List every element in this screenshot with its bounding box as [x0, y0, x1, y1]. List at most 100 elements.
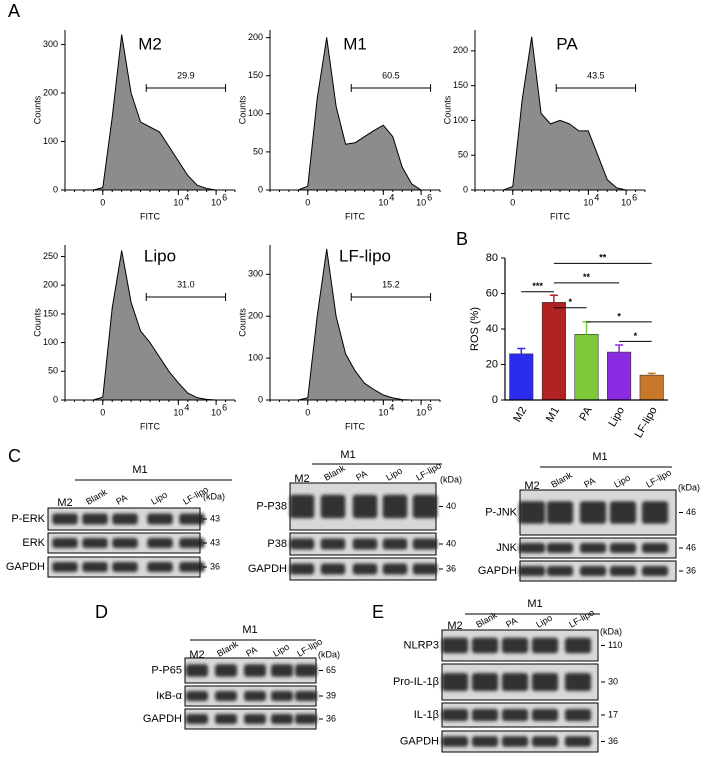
significance-label: ** — [583, 272, 591, 282]
y-tick-label: 100 — [43, 136, 58, 146]
band — [243, 664, 267, 677]
band — [52, 562, 78, 572]
band — [52, 513, 78, 525]
lane-label: LF-lipo — [567, 607, 596, 629]
band — [147, 513, 173, 525]
row-label: GAPDH — [400, 735, 439, 747]
kda-label: 36 — [686, 565, 696, 575]
band — [609, 566, 637, 576]
y-tick-label: 60 — [486, 287, 498, 299]
band — [185, 714, 209, 724]
lane-label: PA — [114, 492, 129, 506]
lane-label: Lipo — [534, 613, 554, 630]
x-tick-label: M2 — [511, 405, 529, 424]
x-tick-label: LF-lipo — [633, 405, 660, 440]
band — [112, 513, 138, 525]
band — [294, 714, 318, 724]
band — [382, 494, 408, 519]
chart-title: PA — [556, 34, 578, 53]
band — [214, 691, 238, 701]
band — [579, 543, 607, 553]
gate-label: 31.0 — [177, 279, 195, 289]
x-axis-label: FITC — [345, 421, 365, 431]
y-tick-label: 80 — [486, 252, 498, 264]
y-tick-label: 100 — [248, 352, 263, 362]
y-tick-label: 0 — [258, 394, 263, 404]
blot-header: M1 — [340, 449, 355, 461]
band — [382, 563, 408, 575]
band — [609, 543, 637, 553]
band — [564, 637, 592, 654]
row-label: Pro-IL-1β — [393, 676, 439, 688]
row-label: P-JNK — [485, 506, 517, 518]
band — [179, 513, 205, 525]
x-axis-label: FITC — [550, 211, 570, 221]
x-tick-label: 10 — [211, 197, 221, 207]
kda-label: 40 — [446, 538, 456, 548]
y-tick-label: 200 — [43, 87, 58, 97]
x-tick-exponent: 4 — [594, 192, 599, 202]
kda-label: 110 — [608, 640, 622, 650]
panel-label: B — [456, 229, 468, 249]
x-tick-exponent: 4 — [389, 402, 394, 412]
band — [243, 691, 267, 701]
y-tick-label: 250 — [43, 251, 58, 261]
band — [289, 538, 315, 550]
kda-label: 65 — [326, 665, 336, 675]
band — [518, 501, 546, 524]
band — [501, 736, 529, 747]
bar — [574, 334, 599, 401]
band — [412, 538, 438, 550]
y-tick-label: 300 — [43, 39, 58, 49]
band — [82, 538, 108, 548]
x-tick-exponent: 4 — [184, 402, 189, 412]
y-axis-label: ROS (%) — [469, 307, 481, 351]
histogram-area — [502, 36, 627, 191]
y-tick-label: 200 — [248, 311, 263, 321]
band — [441, 637, 469, 654]
row-label: GAPDH — [143, 713, 182, 725]
band — [185, 664, 209, 677]
x-tick-label: 10 — [378, 407, 388, 417]
lane-label: LF-lipo — [644, 467, 673, 489]
row-label: IL-1β — [414, 709, 439, 721]
y-tick-label: 50 — [48, 366, 58, 376]
unit-label: (kDa) — [678, 482, 700, 492]
band — [412, 563, 438, 575]
histogram-area — [297, 248, 422, 401]
band — [564, 673, 592, 691]
kda-label: 36 — [446, 563, 456, 573]
lane-label: PA — [354, 468, 369, 482]
x-tick-exponent: 6 — [222, 402, 227, 412]
error-bar — [647, 372, 656, 376]
band — [112, 562, 138, 572]
band — [531, 637, 559, 654]
band — [609, 501, 637, 524]
kda-label: 36 — [608, 736, 618, 746]
band — [471, 637, 499, 654]
lane-label: M2 — [447, 620, 462, 632]
lane-label: Blank — [474, 610, 499, 630]
band — [147, 562, 173, 572]
band — [352, 538, 378, 550]
x-tick-label: 10 — [211, 407, 221, 417]
lane-label: PA — [504, 615, 519, 629]
significance-label: * — [617, 311, 621, 321]
band — [52, 538, 78, 548]
band — [270, 691, 294, 701]
band — [185, 691, 209, 701]
blot-header: M1 — [527, 598, 542, 610]
x-tick-exponent: 6 — [427, 402, 432, 412]
unit-label: (kDa) — [203, 491, 225, 501]
y-tick-label: 300 — [248, 269, 263, 279]
x-tick-label: 0 — [305, 407, 310, 417]
bar — [509, 353, 534, 401]
row-label: GAPDH — [478, 565, 517, 577]
x-axis-label: FITC — [140, 421, 160, 431]
y-tick-label: 0 — [463, 184, 468, 194]
band — [441, 736, 469, 747]
bar — [607, 351, 632, 401]
kda-label: 43 — [210, 513, 220, 523]
band — [579, 566, 607, 576]
